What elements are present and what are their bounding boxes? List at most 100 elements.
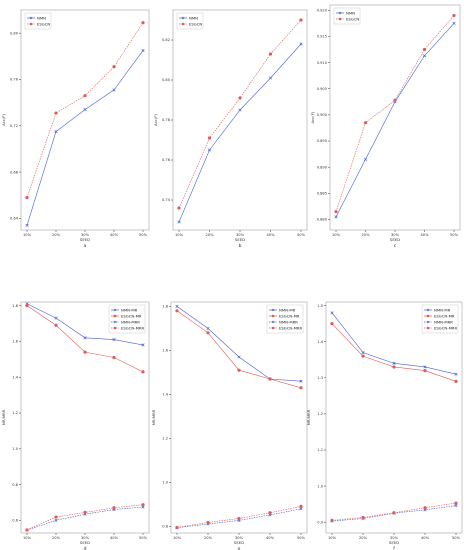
- x-tick-label: 50%: [139, 536, 148, 540]
- x-axis-label: SEED: [80, 237, 90, 242]
- data-point: [299, 386, 303, 390]
- data-point: [454, 501, 458, 505]
- x-tick-label: 10%: [23, 536, 32, 540]
- x-tick-label: 40%: [267, 233, 276, 237]
- data-point: [54, 515, 58, 519]
- legend-label: NMN-MRR: [279, 319, 298, 324]
- legend-marker: [426, 308, 430, 312]
- legend-label: NMN-MRR: [434, 319, 453, 324]
- legend-marker: [113, 320, 117, 324]
- y-tick-label: 0.915: [317, 35, 327, 39]
- legend-label: NMN: [189, 15, 198, 20]
- y-tick-label: 0.880: [317, 218, 328, 222]
- data-point: [112, 355, 116, 360]
- legend-label: ESGCN: [346, 16, 359, 21]
- data-point: [112, 506, 116, 510]
- data-point: [54, 323, 58, 327]
- legend-marker: [113, 326, 117, 330]
- data-point: [423, 506, 427, 510]
- data-point: [268, 377, 272, 381]
- data-point: [83, 108, 87, 112]
- data-point: [175, 304, 179, 308]
- y-tick-label: 1.4: [317, 340, 323, 344]
- plot-frame: [329, 4, 461, 231]
- x-tick-label: 50%: [297, 233, 306, 237]
- data-point: [299, 507, 303, 511]
- data-point: [141, 370, 145, 374]
- y-axis-label: Acc(F): [153, 114, 158, 126]
- y-tick-label: 1.1: [317, 448, 323, 452]
- y-tick-label: 0.78: [162, 118, 171, 122]
- y-tick-label: 0.920: [317, 8, 328, 12]
- y-axis-label: Acc(F): [310, 111, 315, 123]
- data-point: [299, 42, 303, 46]
- data-point: [299, 18, 303, 22]
- legend-marker: [338, 17, 342, 21]
- data-point: [141, 21, 145, 25]
- data-point: [206, 326, 210, 330]
- data-point: [238, 108, 242, 112]
- y-tick-label: 0.910: [317, 61, 328, 65]
- data-point: [454, 504, 458, 508]
- y-tick-label: 1.2: [317, 412, 323, 416]
- data-point: [299, 504, 303, 508]
- x-axis-label: SEED: [234, 540, 244, 545]
- legend-label: NMN-MR: [434, 307, 451, 312]
- data-point: [112, 65, 116, 69]
- data-point: [268, 511, 272, 515]
- data-point: [363, 157, 368, 161]
- legend-marker: [113, 308, 117, 312]
- data-point: [452, 13, 456, 18]
- series-line-nmn: [335, 23, 455, 218]
- legend-marker: [113, 314, 117, 318]
- y-tick-label: 1.0: [317, 484, 323, 488]
- y-tick-label: 1.8: [12, 304, 18, 308]
- x-tick-label: 40%: [110, 536, 119, 540]
- y-tick-label: 0.885: [317, 192, 327, 196]
- legend-marker: [426, 314, 430, 318]
- x-axis-label: SEED: [390, 237, 400, 242]
- data-point: [83, 336, 87, 340]
- y-axis-label: MR/MRR: [306, 409, 311, 425]
- data-point: [392, 511, 396, 515]
- y-tick-label: 1.2: [12, 411, 18, 415]
- plot-frame: [20, 301, 150, 534]
- panel-label: a: [84, 244, 87, 249]
- data-point: [112, 338, 116, 342]
- x-tick-label: 10%: [175, 233, 184, 237]
- chart-panel-b: 0.74 0.76 0.78 0.80 0.82 10% 20% 30% 40% 50% SEED A…: [153, 9, 308, 249]
- y-tick-label: 0.8: [12, 483, 18, 487]
- legend-marker: [338, 11, 342, 15]
- y-tick-label: 0.9: [317, 520, 323, 524]
- y-tick-label: 0.80: [162, 78, 171, 82]
- x-tick-label: 50%: [297, 536, 306, 540]
- data-point: [237, 368, 241, 372]
- data-point: [268, 76, 273, 80]
- legend-label: ESGCN-MRR: [279, 325, 303, 330]
- data-point: [422, 47, 427, 52]
- legend-marker: [29, 22, 33, 26]
- data-point: [83, 94, 87, 98]
- x-tick-label: 40%: [421, 536, 430, 540]
- x-tick-label: 30%: [235, 536, 244, 540]
- y-tick-label: 0.6: [12, 519, 18, 523]
- y-tick-label: 0.76: [162, 158, 171, 162]
- chart-panel-a: 0.64 0.68 0.72 0.76 0.80 10% 20% 30% 40% 50% SEED A…: [1, 9, 150, 249]
- x-tick-label: 20%: [362, 233, 371, 237]
- x-tick-label: 30%: [391, 233, 400, 237]
- x-tick-label: 50%: [139, 233, 148, 237]
- x-tick-label: 30%: [236, 233, 245, 237]
- x-tick-label: 30%: [81, 536, 90, 540]
- y-tick-label: 0.900: [317, 113, 328, 117]
- y-tick-label: 0.76: [10, 78, 19, 82]
- data-point: [54, 518, 58, 522]
- data-point: [25, 223, 29, 227]
- data-point: [175, 309, 179, 313]
- x-tick-label: 20%: [52, 536, 61, 540]
- chart-panel-d: 0.6 0.8 1.0 1.2 1.4 1.6 1.8 10% 20% 30% 40% 50% SEED…: [1, 301, 150, 550]
- y-tick-label: 1.6: [162, 349, 168, 353]
- plot-frame: [172, 9, 308, 231]
